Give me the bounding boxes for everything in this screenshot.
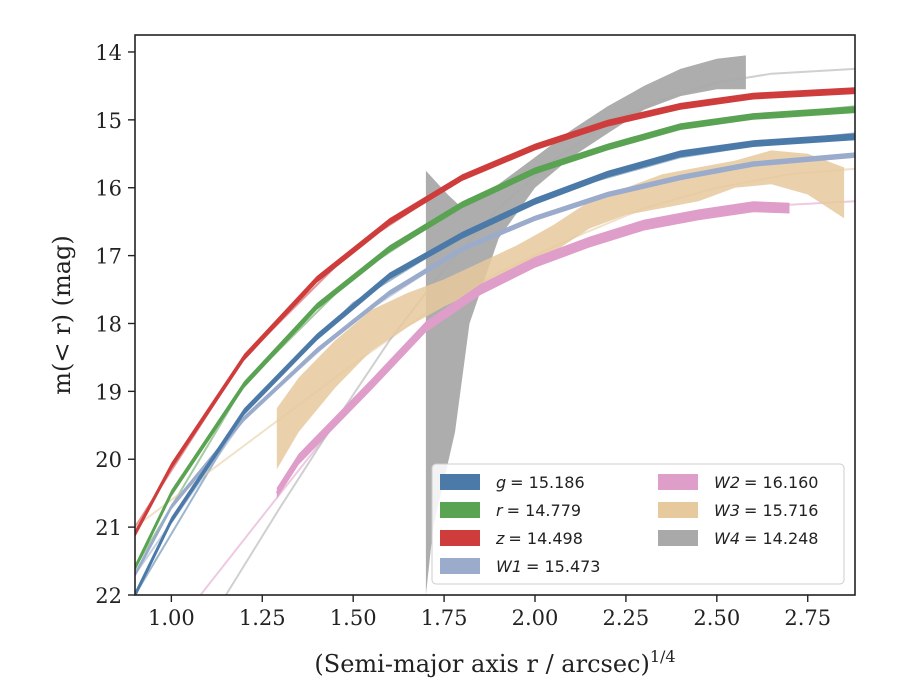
y-tick-label: 21 [95, 516, 122, 540]
series-line-1 [135, 108, 855, 569]
legend-entry-symbol: W3 [714, 501, 740, 520]
y-tick-label: 14 [95, 41, 122, 65]
legend-entry-symbol: r [496, 501, 504, 520]
legend-entry-symbol: W2 [714, 473, 740, 492]
series-band-5 [276, 150, 845, 470]
plot-area [135, 55, 855, 595]
series-line-2 [135, 89, 855, 535]
legend-entry-symbol: z [495, 529, 505, 548]
x-tick-label: 2.75 [784, 606, 831, 630]
x-tick-label: 2.50 [693, 606, 740, 630]
x-tick-label: 1.75 [421, 606, 468, 630]
legend-swatch [440, 502, 480, 518]
legend-entry-value: = 14.248 [744, 529, 818, 548]
legend-entry-label: W4 = 14.248 [714, 529, 818, 548]
legend-entry-symbol: W1 [496, 557, 522, 576]
legend-swatch [440, 558, 480, 574]
x-tick-label: 1.25 [239, 606, 286, 630]
legend-entry-value: = 14.498 [508, 529, 582, 548]
y-tick-label: 18 [95, 312, 122, 336]
legend-swatch [440, 474, 480, 490]
legend-swatch [658, 502, 698, 518]
legend-entry-value: = 16.160 [744, 473, 818, 492]
series-band-w4 [425, 55, 746, 595]
series-band-3 [135, 152, 855, 578]
legend-box [431, 463, 845, 585]
axes: 1.00 1.25 1.50 1.75 2.00 2.25 2.50 2.75 14 15 16 17… [95, 41, 831, 630]
x-tick-label: 2.25 [603, 606, 650, 630]
series-line-0 [135, 135, 855, 595]
legend-entry-label: W2 = 16.160 [714, 473, 818, 492]
legend-entry-symbol: W4 [714, 529, 740, 548]
x-tick-label: 1.00 [148, 606, 195, 630]
plot-frame [134, 34, 856, 596]
series-band-4 [276, 201, 790, 499]
x-tick-label: 1.50 [330, 606, 377, 630]
legend-entry-label: r = 14.779 [496, 501, 581, 520]
x-axis-label: (Semi-major axis r / arcsec)1/4 [314, 647, 675, 678]
y-tick-label: 15 [95, 109, 122, 133]
legend-entry-label: z = 14.498 [495, 529, 583, 548]
legend-entry-value: = 14.779 [507, 501, 581, 520]
y-tick-label: 22 [95, 584, 122, 608]
legend-entry-label: g = 15.186 [496, 473, 585, 492]
legend-entry-symbol: g [496, 473, 506, 492]
legend-entry-value: = 15.186 [510, 473, 584, 492]
legend-entry-value: = 15.473 [526, 557, 600, 576]
x-axis-label-text: (Semi-major axis r / arcsec) [314, 650, 649, 678]
legend-swatch [440, 530, 480, 546]
legend-entry-label: W3 = 15.716 [714, 501, 818, 520]
y-tick-label: 17 [95, 245, 122, 269]
legend-entry-label: W1 = 15.473 [496, 557, 600, 576]
x-tick-label: 2.00 [512, 606, 559, 630]
y-tick-label: 19 [95, 380, 122, 404]
y-tick-label: 20 [95, 448, 122, 472]
legend-entry-value: = 15.716 [744, 501, 818, 520]
y-tick-label: 16 [95, 177, 122, 201]
y-axis-label: m(< r) (mag) [48, 235, 76, 394]
legend-swatch [658, 474, 698, 490]
series-line-4 [275, 205, 790, 494]
legend-swatch [658, 530, 698, 546]
x-axis-label-exponent: 1/4 [650, 647, 676, 666]
